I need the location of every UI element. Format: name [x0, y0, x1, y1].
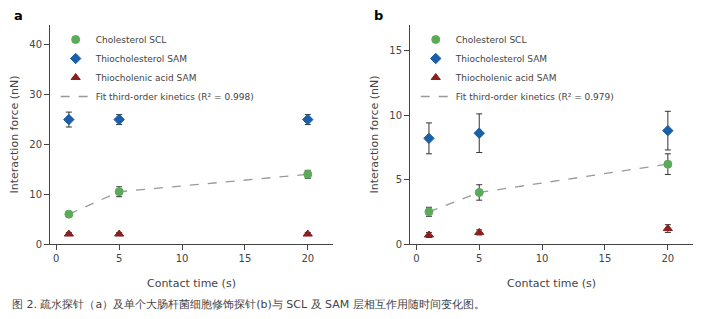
svg-text:b: b	[374, 8, 383, 23]
svg-text:Interaction force (nN): Interaction force (nN)	[8, 75, 21, 193]
svg-text:0: 0	[36, 239, 42, 250]
svg-text:0: 0	[396, 239, 402, 250]
svg-text:Fit third-order kinetics (R² =: Fit third-order kinetics (R² = 0.998)	[96, 92, 254, 102]
svg-text:10: 10	[29, 189, 42, 200]
svg-text:10: 10	[389, 110, 402, 121]
svg-text:Cholesterol SCL: Cholesterol SCL	[96, 35, 167, 45]
svg-text:40: 40	[29, 39, 42, 50]
svg-text:15: 15	[239, 253, 252, 264]
svg-text:30: 30	[29, 89, 42, 100]
svg-text:Contact time (s): Contact time (s)	[147, 277, 236, 290]
svg-text:Thiocholesterol SAM: Thiocholesterol SAM	[95, 54, 187, 64]
svg-text:Thiocholenic acid SAM: Thiocholenic acid SAM	[455, 73, 557, 83]
svg-text:15: 15	[389, 45, 402, 56]
svg-text:0: 0	[413, 253, 419, 264]
svg-text:图 2. 疏水探针（a）及单个大肠杆菌细胞修饰探针(b)与: 图 2. 疏水探针（a）及单个大肠杆菌细胞修饰探针(b)与 SCL 及 SAM …	[12, 298, 485, 311]
svg-text:20: 20	[301, 253, 314, 264]
svg-text:20: 20	[661, 253, 674, 264]
svg-text:5: 5	[116, 253, 122, 264]
svg-text:Thiocholesterol SAM: Thiocholesterol SAM	[455, 54, 547, 64]
svg-text:0: 0	[53, 253, 59, 264]
svg-text:15: 15	[599, 253, 612, 264]
svg-text:5: 5	[396, 174, 402, 185]
svg-text:10: 10	[536, 253, 549, 264]
svg-text:5: 5	[476, 253, 482, 264]
svg-text:Contact time (s): Contact time (s)	[507, 277, 596, 290]
svg-text:Thiocholenic acid SAM: Thiocholenic acid SAM	[95, 73, 197, 83]
svg-text:Cholesterol SCL: Cholesterol SCL	[456, 35, 527, 45]
svg-text:20: 20	[29, 139, 42, 150]
svg-text:Fit third-order kinetics (R² =: Fit third-order kinetics (R² = 0.979)	[456, 92, 614, 102]
svg-text:Interaction force (nN): Interaction force (nN)	[368, 75, 381, 193]
svg-text:10: 10	[176, 253, 189, 264]
svg-text:a: a	[14, 8, 23, 23]
